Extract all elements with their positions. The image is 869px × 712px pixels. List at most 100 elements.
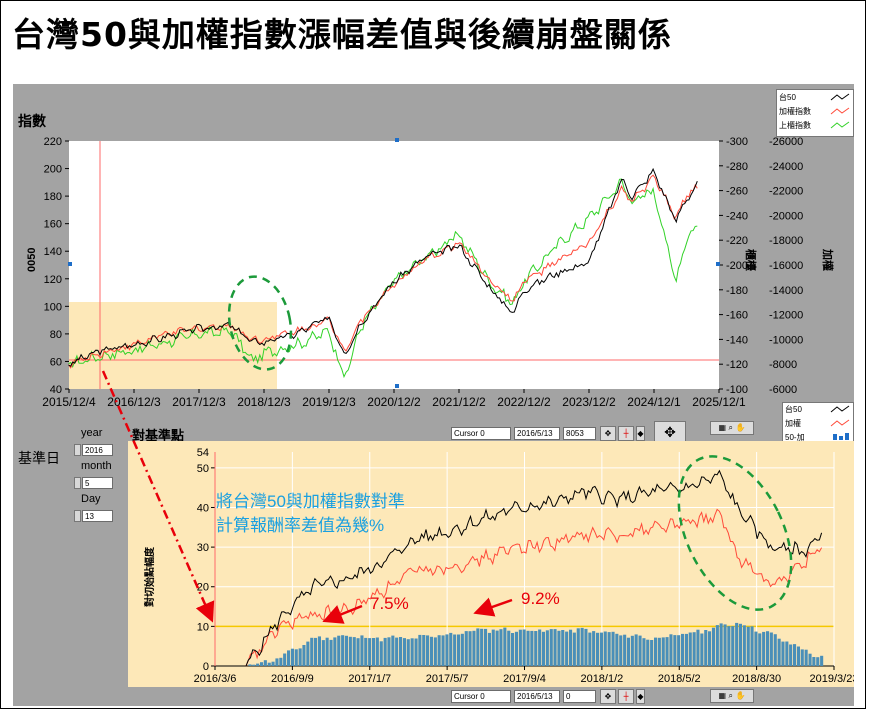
top-mid-tick-label: -240 [726,210,748,222]
top-cursor-value[interactable]: 8053 [563,427,596,440]
top-mid-tick-label: -300 [726,136,748,148]
diff-bar [526,630,530,666]
diff-bar [503,627,507,666]
diff-bar [777,638,781,666]
bottom-chart: 50 40 30 20 10 0 54 2016/3/6 2016/9/9 2017/1/7 201… [128,441,854,687]
top-x-tick-label: 2015/12/4 [42,395,96,409]
diff-bar [611,631,615,666]
diff-bar [754,631,758,666]
top-x-tick-label: 2017/12/3 [172,395,226,409]
diff-bar [619,635,623,666]
diff-bar [329,639,333,666]
diff-bar [738,623,742,666]
diff-bar [561,630,565,666]
diff-bar [719,623,723,666]
top-x-tick-label: 2022/12/2 [497,395,551,409]
diff-bar [298,648,302,666]
diff-bar [804,649,808,666]
bottom-legend-tw50: 台50 [785,405,802,414]
bottom-swatch-tw50 [830,405,850,413]
diff-bar [487,632,491,666]
cursor-move-icon[interactable]: ✥ [600,426,616,441]
diff-bar [464,631,468,666]
diff-bar [735,622,739,666]
diff-bar [646,639,650,666]
top-x-tick-label: 2025/12/1 [692,395,746,409]
diff-bar [410,638,414,666]
diff-bar [708,631,712,666]
top-left-tick-label: 200 [44,164,62,176]
top-left-tick-label: 140 [44,246,62,258]
bottom-graph-tools-icon[interactable]: ▦ ⌕ ✋ [710,689,754,703]
top-cursor-name[interactable]: Cursor 0 [451,427,511,440]
diff-bar [781,641,785,666]
top-mid-tick-label: -260 [726,186,748,198]
diff-bar [522,629,526,666]
diff-bar [630,635,634,666]
bottom-cursor-move-icon[interactable]: ✥ [600,689,616,704]
diff-bar [414,638,418,666]
top-x-tick-label: 2019/12/3 [302,395,356,409]
diff-bar [808,653,812,666]
top-mid-tick-label: -280 [726,161,748,173]
year-input[interactable]: 2016 [82,444,113,456]
bottom-x-tick-label: 2016/9/9 [271,673,314,685]
diff-bar [638,635,642,666]
top-right-tick-label: -8000 [769,359,797,371]
diff-bar [549,629,553,666]
top-cursor-date[interactable]: 2016/5/13 [514,427,560,440]
diff-bar [569,629,573,666]
bottom-cursor-name[interactable]: Cursor 0 [451,690,511,703]
diff-bar [769,632,773,666]
graph-tools-icon[interactable]: ▦ ⌕ ✋ [710,421,754,435]
year-spinner[interactable] [74,444,81,456]
bottom-cursor-crosshair-icon[interactable]: ┼ [618,689,634,704]
day-spinner[interactable] [74,510,81,522]
diff-bar [596,632,600,666]
diff-bar [290,648,294,666]
diff-bar [704,630,708,666]
diff-bar [372,638,376,666]
diff-bar [758,633,762,666]
diff-bar [565,631,569,666]
diff-bar [422,635,426,666]
bottom-x-tick-label: 2018/8/30 [732,673,781,685]
top-mid-tick-label: -120 [726,359,748,371]
diff-bar [476,628,480,666]
diff-bar [623,634,627,666]
legend-item-otc: 上櫃指數 [779,121,811,130]
top-left-tick-label: 120 [44,274,62,286]
diff-bar [437,635,441,666]
diff-bar [603,631,607,666]
diff-bar [688,632,692,666]
cursor-toggle-icon[interactable]: ◆ [636,426,645,441]
legend-swatch-taiex [830,107,850,115]
diff-bar [742,625,746,666]
diff-bar [572,632,576,666]
bottom-y-top-label: 54 [197,447,209,459]
cursor-crosshair-icon[interactable]: ┼ [618,426,634,441]
base-date-label: 基準日 [18,450,60,466]
bottom-legend-taiex: 加權 [785,419,801,428]
diff-bar [800,649,804,666]
top-x-tick-label: 2021/12/2 [432,395,486,409]
diff-bar [576,628,580,666]
month-spinner[interactable] [74,477,81,489]
diff-bar [263,660,267,666]
top-x-tick-label: 2016/12/3 [107,395,161,409]
diff-bar [677,635,681,666]
annotation-line-1: 將台灣50與加權指數對準 [216,492,405,511]
day-input[interactable]: 13 [82,510,113,522]
top-mid-tick-label: -160 [726,310,748,322]
bottom-cursor-date[interactable]: 2016/5/13 [514,690,560,703]
bottom-cursor-value[interactable]: 0 [563,690,596,703]
top-green-ellipse [227,275,293,371]
diff-bar [344,635,348,666]
bottom-cursor-toggle-icon[interactable]: ◆ [636,689,645,704]
diff-bar [762,631,766,666]
top-right-axis-label: 加權 [821,249,833,271]
diff-bar [267,662,271,666]
bottom-x-tick-label: 2017/5/7 [426,673,469,685]
top-series-taiex [68,174,698,369]
month-input[interactable]: 5 [82,477,113,489]
